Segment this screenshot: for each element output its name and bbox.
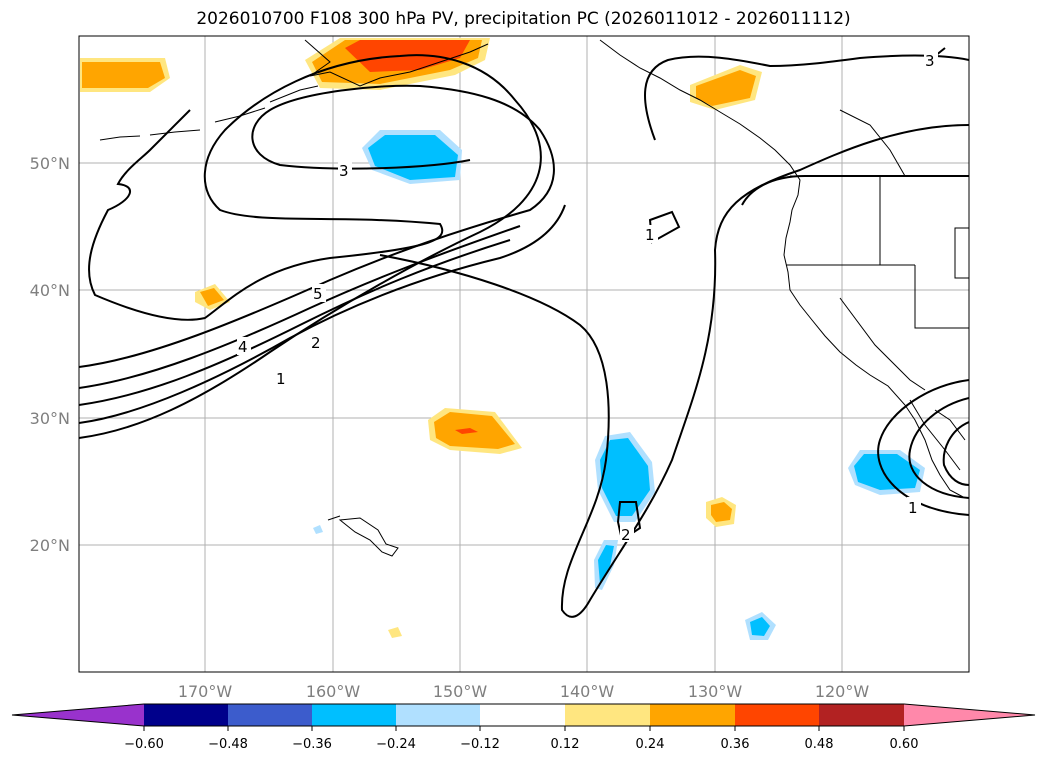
- lon-label: 120°W: [815, 682, 870, 701]
- colorbar-segment: [228, 704, 313, 726]
- precip-area: [711, 502, 732, 522]
- lon-label: 160°W: [306, 682, 361, 701]
- colorbar-segment: [819, 704, 905, 726]
- colorbar-segment: [565, 704, 651, 726]
- precip-area: [750, 617, 770, 636]
- precip-area: [313, 525, 323, 534]
- precip-area: [600, 438, 650, 516]
- lat-label: 20°N: [30, 536, 70, 555]
- lat-label: 50°N: [30, 154, 70, 173]
- precip-positive-areas: [80, 38, 762, 638]
- precip-area: [696, 70, 756, 106]
- colorbar: −0.60 −0.48 −0.36 −0.24 −0.12 0.12 0.24 …: [11, 703, 1036, 752]
- longitude-labels: 170°W 160°W 150°W 140°W 130°W 120°W: [178, 682, 870, 701]
- lat-label: 40°N: [30, 281, 70, 300]
- precip-area: [598, 545, 614, 584]
- contour-label: 1: [908, 499, 918, 517]
- contour-label: 5: [313, 285, 323, 303]
- colorbar-tick-label: −0.60: [124, 737, 164, 752]
- colorbar-tick-label: 0.36: [721, 737, 750, 752]
- colorbar-tick-label: −0.48: [208, 737, 248, 752]
- colorbar-extend-low: [12, 704, 144, 726]
- lon-label: 140°W: [560, 682, 615, 701]
- map-title: 2026010700 F108 300 hPa PV, precipitatio…: [196, 9, 851, 29]
- precip-area: [388, 627, 402, 638]
- contour-label: 4: [238, 338, 248, 356]
- colorbar-segment: [735, 704, 820, 726]
- contour-label: 2: [621, 526, 631, 544]
- pv-contour-labels: 3 3 5 4 2 1 1 2 1: [237, 50, 938, 544]
- precip-area: [82, 62, 165, 88]
- precip-area: [200, 288, 224, 306]
- precip-area: [854, 454, 920, 490]
- precip-area: [455, 428, 478, 434]
- lon-label: 130°W: [688, 682, 743, 701]
- lon-label: 170°W: [178, 682, 233, 701]
- contour-label: 3: [925, 52, 935, 70]
- plot-area: [79, 36, 969, 672]
- colorbar-tick-label: 0.48: [805, 737, 834, 752]
- latitude-labels: 50°N 40°N 30°N 20°N: [30, 154, 70, 555]
- colorbar-segment: [396, 704, 481, 726]
- colorbar-extend-high: [904, 704, 1035, 726]
- colorbar-segment: [144, 704, 229, 726]
- contour-label: 1: [276, 370, 286, 388]
- colorbar-segment: [312, 704, 397, 726]
- colorbar-tick-label: −0.36: [292, 737, 332, 752]
- colorbar-tick-label: 0.60: [890, 737, 919, 752]
- contour-label: 2: [311, 334, 321, 352]
- colorbar-tick-label: −0.24: [376, 737, 416, 752]
- plot-frame: [78, 35, 970, 673]
- colorbar-tick-label: 0.12: [551, 737, 580, 752]
- lon-label: 150°W: [433, 682, 488, 701]
- lat-label: 30°N: [30, 409, 70, 428]
- colorbar-segment: [480, 704, 566, 726]
- pv-contours: [79, 47, 969, 618]
- contour-label: 3: [339, 162, 349, 180]
- colorbar-tick-label: 0.24: [636, 737, 665, 752]
- contour-label: 1: [645, 226, 655, 244]
- colorbar-segment: [650, 704, 736, 726]
- colorbar-tick-label: −0.12: [460, 737, 500, 752]
